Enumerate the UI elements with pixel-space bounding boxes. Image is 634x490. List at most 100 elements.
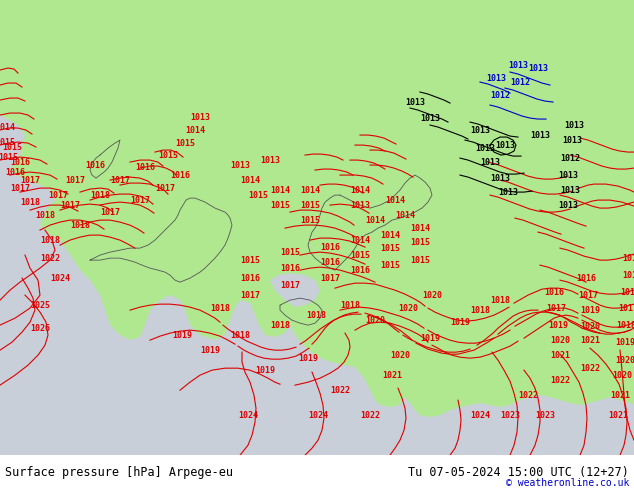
Text: 1023: 1023: [535, 411, 555, 420]
Text: 1020: 1020: [365, 316, 385, 325]
Text: 1020: 1020: [398, 304, 418, 313]
Polygon shape: [270, 273, 320, 307]
Text: 1018: 1018: [490, 295, 510, 305]
Text: 1013: 1013: [530, 130, 550, 140]
Text: 1014: 1014: [365, 216, 385, 224]
Text: 1018: 1018: [340, 301, 360, 310]
Text: 1013: 1013: [190, 113, 210, 122]
Text: 1017: 1017: [60, 200, 80, 210]
Text: 1017: 1017: [546, 304, 566, 313]
Text: 1015: 1015: [0, 152, 18, 162]
Text: 1024: 1024: [50, 273, 70, 283]
Polygon shape: [0, 0, 634, 417]
Text: 1015: 1015: [380, 261, 400, 270]
Text: 1024: 1024: [238, 411, 258, 420]
Text: 1016: 1016: [320, 243, 340, 251]
Text: 1017: 1017: [110, 175, 130, 185]
Text: 1012: 1012: [510, 77, 530, 87]
Text: 1019: 1019: [615, 338, 634, 346]
Text: 1016: 1016: [135, 163, 155, 172]
Text: 1022: 1022: [550, 376, 570, 385]
Text: 1013: 1013: [480, 158, 500, 167]
Text: 1019: 1019: [255, 366, 275, 375]
Text: 1012: 1012: [490, 91, 510, 99]
Text: 1020: 1020: [612, 370, 632, 380]
Text: 1014: 1014: [410, 223, 430, 233]
Text: 1014: 1014: [385, 196, 405, 205]
Text: 1013: 1013: [490, 173, 510, 183]
Text: 1015: 1015: [410, 256, 430, 265]
Text: 1019: 1019: [420, 334, 440, 343]
Text: 1022: 1022: [360, 411, 380, 420]
Text: 1018: 1018: [270, 320, 290, 330]
Text: 1021: 1021: [382, 370, 402, 380]
Text: 1013: 1013: [260, 155, 280, 165]
Text: 1015: 1015: [280, 247, 300, 257]
Text: 1013: 1013: [230, 161, 250, 170]
Text: 1013: 1013: [405, 98, 425, 106]
Text: 1015: 1015: [622, 270, 634, 280]
Text: 1021: 1021: [550, 351, 570, 360]
Text: 1013: 1013: [558, 171, 578, 179]
Text: 1017: 1017: [578, 291, 598, 300]
Text: 1022: 1022: [40, 254, 60, 263]
Text: 1021: 1021: [580, 336, 600, 344]
Text: 1013: 1013: [420, 114, 440, 122]
Text: 1024: 1024: [308, 411, 328, 420]
Text: 1017: 1017: [130, 196, 150, 205]
Text: 1022: 1022: [518, 391, 538, 400]
Text: 1014: 1014: [270, 186, 290, 195]
Text: 1018: 1018: [35, 211, 55, 220]
Text: 1017: 1017: [20, 175, 40, 185]
Text: 1018: 1018: [210, 304, 230, 313]
Text: 1017: 1017: [240, 291, 260, 300]
Text: 1024: 1024: [470, 411, 490, 420]
Text: 1018: 1018: [90, 191, 110, 199]
Text: 1016: 1016: [85, 161, 105, 170]
Text: 1022: 1022: [580, 364, 600, 373]
Text: 1015: 1015: [158, 150, 178, 160]
Text: 1014: 1014: [300, 186, 320, 195]
Text: 1015: 1015: [0, 138, 15, 147]
Text: 1015: 1015: [350, 250, 370, 260]
Text: 1019: 1019: [298, 354, 318, 363]
Text: 1020: 1020: [390, 351, 410, 360]
Text: 1013: 1013: [350, 200, 370, 210]
Text: 1018: 1018: [230, 331, 250, 340]
Text: 1017: 1017: [618, 304, 634, 313]
Text: 1017: 1017: [155, 184, 175, 193]
Text: 1017: 1017: [320, 273, 340, 283]
Text: 1015: 1015: [300, 216, 320, 224]
Text: 1013: 1013: [564, 121, 584, 129]
Text: 1015: 1015: [175, 139, 195, 147]
Text: 1013: 1013: [558, 200, 578, 210]
Text: 1019: 1019: [172, 331, 192, 340]
Text: 1014: 1014: [350, 236, 370, 245]
Text: © weatheronline.co.uk: © weatheronline.co.uk: [505, 478, 629, 488]
Text: 1014: 1014: [350, 186, 370, 195]
Text: 1013: 1013: [498, 188, 518, 196]
Text: 1013: 1013: [486, 74, 506, 82]
Text: 1013: 1013: [560, 186, 580, 195]
Text: 1026: 1026: [30, 324, 50, 333]
Text: 1013: 1013: [528, 64, 548, 73]
Polygon shape: [0, 0, 335, 455]
Text: 1021: 1021: [608, 411, 628, 420]
Text: 1016: 1016: [320, 258, 340, 267]
Text: 1020: 1020: [615, 356, 634, 365]
Text: 1025: 1025: [30, 301, 50, 310]
Text: 1013: 1013: [470, 125, 490, 135]
Text: 1016: 1016: [350, 266, 370, 274]
Text: 1017: 1017: [65, 175, 85, 185]
Text: 1017: 1017: [48, 191, 68, 199]
Text: 1016: 1016: [240, 273, 260, 283]
Text: 1014: 1014: [622, 254, 634, 263]
Text: 1014: 1014: [185, 125, 205, 135]
Text: 1012: 1012: [560, 153, 580, 163]
Text: 1018: 1018: [20, 197, 40, 207]
Text: 1019: 1019: [450, 318, 470, 327]
Text: 1016: 1016: [620, 288, 634, 296]
Text: 1015: 1015: [300, 200, 320, 210]
Text: 1013: 1013: [495, 141, 515, 149]
Text: 1022: 1022: [330, 386, 350, 394]
